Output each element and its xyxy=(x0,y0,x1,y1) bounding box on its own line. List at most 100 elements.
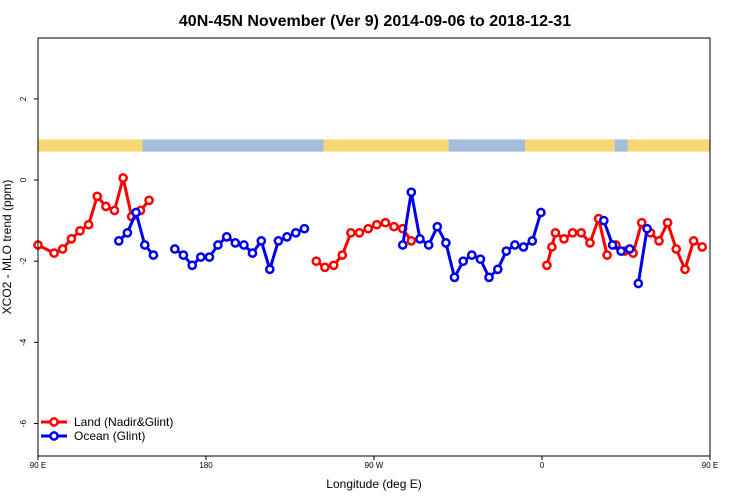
ocean-point xyxy=(607,240,618,250)
land-point xyxy=(83,219,94,230)
land-point xyxy=(585,238,595,248)
y-axis: 2 0 -2 -4 -6 xyxy=(19,96,38,427)
y-tick-label-1: 0 xyxy=(19,177,28,182)
x-axis: 90 E 180 90 W 0 90 E xyxy=(30,456,718,470)
ocean-point xyxy=(441,238,451,248)
ocean-point xyxy=(148,250,159,260)
ocean-point xyxy=(178,250,189,260)
land-point xyxy=(576,227,587,238)
legend: Land (Nadir&Glint)Ocean (Glint) xyxy=(41,415,173,443)
land-point xyxy=(671,244,682,254)
ocean-point xyxy=(642,223,652,234)
strip-land-2 xyxy=(323,139,449,152)
y-tick-label-3: -4 xyxy=(19,338,28,346)
strip-land-6 xyxy=(627,139,710,152)
ocean-point xyxy=(273,236,284,246)
legend-item-land: Land (Nadir&Glint) xyxy=(41,415,173,429)
legend-marker-ocean xyxy=(49,431,59,441)
ocean-point xyxy=(458,256,469,267)
land-point xyxy=(328,260,339,271)
ocean-point xyxy=(415,234,425,244)
land-point xyxy=(354,227,365,238)
ocean-point xyxy=(598,215,609,226)
ocean-point xyxy=(282,232,292,242)
land-point xyxy=(662,217,673,228)
y-tick-label-4: -6 xyxy=(19,419,28,427)
ocean-point xyxy=(432,221,443,232)
land-point xyxy=(66,234,77,244)
land-point xyxy=(337,250,348,260)
legend-item-ocean: Ocean (Glint) xyxy=(41,429,145,443)
ocean-point xyxy=(624,244,635,254)
land-point xyxy=(57,244,68,254)
ocean-point xyxy=(423,240,434,250)
ocean-point xyxy=(397,240,408,250)
x-axis-label: Longitude (deg E) xyxy=(326,477,421,491)
land-point xyxy=(118,173,128,183)
ocean-point xyxy=(204,252,215,262)
ocean-point xyxy=(475,254,486,265)
land-point xyxy=(636,217,647,228)
ocean-point xyxy=(213,240,223,250)
ocean-point xyxy=(239,240,249,250)
ocean-point xyxy=(221,232,232,242)
ocean-point xyxy=(290,227,301,238)
ocean-point xyxy=(510,240,520,250)
ocean-point xyxy=(492,264,503,275)
land-point xyxy=(547,242,557,252)
ocean-point xyxy=(466,250,477,260)
ocean-point xyxy=(633,278,644,289)
land-point xyxy=(109,205,120,216)
ocean-point xyxy=(527,236,538,246)
y-tick-label-0: 2 xyxy=(19,96,28,101)
land-point xyxy=(654,236,664,246)
strip-land-4 xyxy=(525,139,615,152)
series-ocean xyxy=(113,187,652,289)
x-tick-label-4: 90 E xyxy=(702,461,718,470)
ocean-point xyxy=(139,240,150,250)
ocean-point xyxy=(616,246,626,256)
x-tick-label-2: 90 W xyxy=(365,461,384,470)
legend-marker-land xyxy=(49,417,59,427)
land-point xyxy=(311,256,322,267)
ocean-point xyxy=(247,248,258,258)
ocean-point xyxy=(131,207,141,218)
ocean-point xyxy=(187,260,198,271)
series-land xyxy=(33,173,708,275)
land-point xyxy=(567,227,578,238)
land-point xyxy=(346,227,356,238)
land-point xyxy=(144,195,154,206)
ocean-point xyxy=(195,252,206,262)
ocean-point xyxy=(256,236,267,246)
ocean-point xyxy=(122,227,133,238)
ocean-point xyxy=(501,246,512,256)
ocean-point xyxy=(113,236,124,246)
land-point xyxy=(559,234,569,244)
strip-land-0 xyxy=(38,139,143,152)
strip-ocean-1 xyxy=(142,139,324,152)
land-point xyxy=(688,236,699,246)
land-point xyxy=(680,264,690,275)
ocean-line-segment-4 xyxy=(636,228,649,284)
ocean-point xyxy=(406,187,417,198)
land-point xyxy=(49,248,59,258)
ocean-point xyxy=(169,244,180,254)
land-point xyxy=(550,227,561,238)
x-tick-label-3: 0 xyxy=(540,461,545,470)
ocean-point xyxy=(299,223,310,234)
strip-ocean-3 xyxy=(448,139,526,152)
ocean-point xyxy=(449,272,460,283)
legend-label-land: Land (Nadir&Glint) xyxy=(74,415,173,429)
legend-label-ocean: Ocean (Glint) xyxy=(74,429,145,443)
land-point xyxy=(406,236,417,246)
land-point xyxy=(542,260,552,271)
x-tick-label-1: 180 xyxy=(199,461,213,470)
chart-title: 40N-45N November (Ver 9) 2014-09-06 to 2… xyxy=(179,13,571,30)
x-tick-label-0: 90 E xyxy=(30,461,46,470)
ocean-point xyxy=(264,264,275,275)
land-point xyxy=(101,201,111,212)
land-point xyxy=(320,262,330,273)
y-axis-label: XCO2 - MLO trend (ppm) xyxy=(0,180,14,315)
ocean-point xyxy=(518,242,529,252)
ocean-point xyxy=(484,272,494,283)
